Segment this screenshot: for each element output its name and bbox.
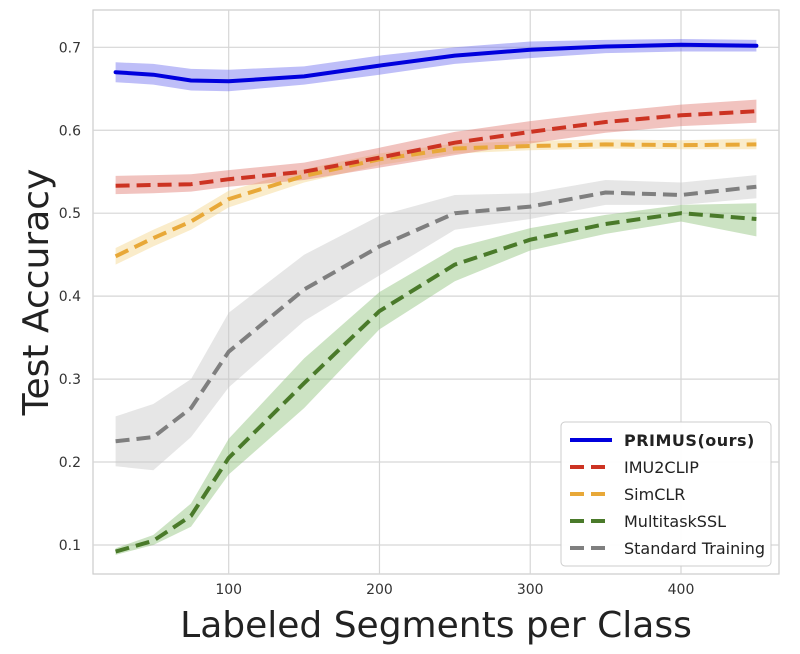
- legend-items: PRIMUS(ours) IMU2CLIP SimCLR MultitaskSSL St…: [570, 431, 765, 558]
- y-tick-label: 0.5: [59, 206, 81, 222]
- series-line: [115, 211, 757, 554]
- tick-labels: 100 200 300 400 0.1 0.2 0.3 0.4 0.5 0.6 0.7: [59, 40, 695, 598]
- series-lines: [113, 42, 759, 554]
- y-tick-label: 0.6: [59, 123, 81, 139]
- confidence-band: [115, 175, 757, 471]
- legend-label: PRIMUS(ours): [624, 431, 755, 450]
- legend-label: SimCLR: [624, 485, 685, 504]
- x-axis-label: Labeled Segments per Class: [180, 605, 692, 646]
- legend-label: Standard Training: [624, 539, 765, 558]
- x-tick-label: 300: [517, 582, 544, 598]
- x-tick-label: 400: [668, 582, 695, 598]
- series-line: [115, 184, 757, 444]
- confidence-band: [115, 203, 757, 555]
- y-axis-label: Test Accuracy: [16, 169, 57, 417]
- legend-label: MultitaskSSL: [624, 512, 726, 531]
- legend: PRIMUS(ours) IMU2CLIP SimCLR MultitaskSSL St…: [560, 421, 772, 567]
- series-line: [113, 42, 759, 84]
- legend-label: IMU2CLIP: [624, 458, 699, 477]
- legend-box: [560, 421, 772, 567]
- y-tick-label: 0.2: [59, 455, 81, 471]
- confidence-band: [115, 138, 757, 265]
- x-tick-label: 200: [366, 582, 393, 598]
- y-tick-label: 0.7: [59, 40, 81, 56]
- y-tick-label: 0.3: [59, 372, 81, 388]
- y-tick-label: 0.1: [59, 538, 81, 554]
- series-line: [115, 109, 757, 188]
- y-tick-label: 0.4: [59, 289, 81, 305]
- x-tick-label: 100: [215, 582, 242, 598]
